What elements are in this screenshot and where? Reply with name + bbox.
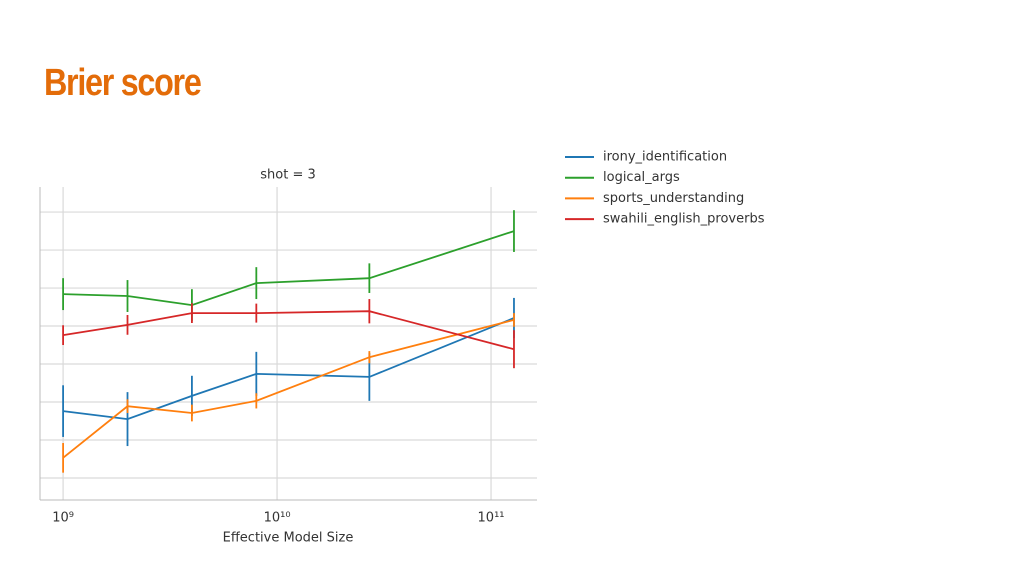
legend-label: swahili_english_proverbs [603, 212, 765, 227]
chart-title: shot = 3 [260, 168, 316, 183]
series-line [63, 230, 515, 307]
series-line [62, 317, 515, 421]
x-axis-label: Effective Model Size [223, 531, 354, 546]
x-tick-label: 10¹⁰ [264, 511, 291, 526]
legend-label: irony_identification [603, 150, 727, 165]
legend-label: logical_args [603, 170, 680, 185]
legend-label: sports_understanding [603, 191, 744, 206]
x-tick-label: 10¹¹ [478, 511, 505, 526]
slide-title: Brier score [44, 62, 202, 104]
series-line [62, 310, 515, 351]
x-tick-label: 10⁹ [52, 511, 74, 526]
series-line [62, 319, 515, 459]
